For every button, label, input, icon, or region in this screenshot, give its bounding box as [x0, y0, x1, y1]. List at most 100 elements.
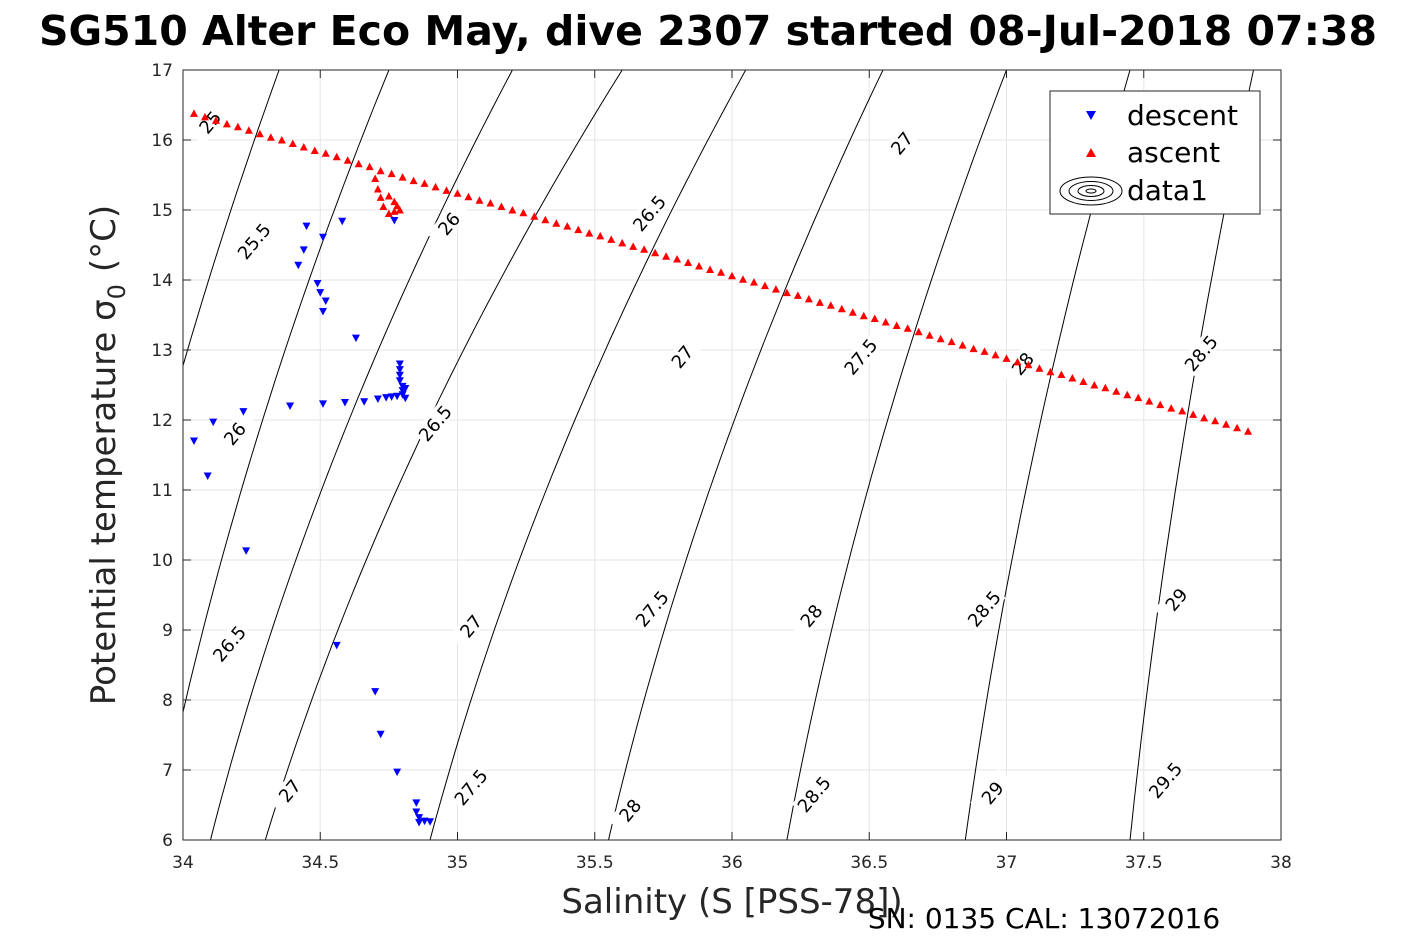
legend-descent-label: descent	[1127, 99, 1238, 132]
ascent-point	[343, 156, 352, 164]
contour-label-bg	[879, 119, 924, 167]
ascent-point	[870, 314, 879, 322]
ascent-point	[1057, 370, 1066, 378]
x-tick-label: 36	[721, 853, 743, 873]
descent-point	[395, 377, 404, 385]
ascent-point	[662, 252, 671, 260]
x-axis-ticks: 34 34.5 35 35.5 36 36.5 37 37.5 38	[172, 70, 1292, 873]
ascent-point	[321, 149, 330, 157]
ascent-point	[475, 196, 484, 204]
ascent-point	[859, 311, 868, 320]
contour-label-bg	[426, 200, 471, 247]
x-tick-label: 38	[1270, 853, 1292, 873]
y-tick-label: 9	[162, 621, 173, 641]
ascent-point	[1002, 354, 1011, 362]
contour-label-bg	[660, 333, 704, 380]
ascent-point	[1178, 406, 1187, 415]
descent-point	[340, 399, 349, 407]
ascent-point	[1068, 374, 1077, 382]
descent-point	[393, 392, 402, 401]
descent-point	[360, 398, 369, 406]
descent-point	[318, 233, 327, 242]
ascent-point	[980, 347, 989, 355]
descent-point	[203, 472, 212, 480]
ascent-point	[541, 215, 550, 224]
descent-point	[395, 366, 404, 374]
ascent-point	[1211, 416, 1220, 425]
ascent-point	[892, 321, 901, 329]
contour-label-bg	[187, 98, 232, 146]
ascent-point	[585, 229, 594, 237]
contour-label-bg	[207, 620, 251, 667]
ascent-point	[332, 152, 341, 161]
ascent-point	[354, 159, 363, 168]
ascent-point	[1112, 387, 1121, 395]
ascent-point	[717, 268, 726, 276]
contour-label-bg	[212, 410, 257, 457]
descent-point	[318, 308, 327, 316]
x-tick-label: 37	[996, 853, 1018, 873]
contour-label-bg	[629, 585, 674, 632]
ascent-point	[266, 133, 275, 141]
contour-line-27	[264, 70, 623, 840]
y-tick-label: 8	[162, 691, 173, 711]
ascent-point	[782, 288, 791, 297]
legend-contour-label: data1	[1127, 174, 1208, 207]
ascent-point	[310, 146, 319, 154]
ascent-point	[1189, 410, 1198, 418]
descent-point	[412, 808, 421, 816]
contour-label-bg	[627, 189, 671, 237]
ascent-point	[1101, 383, 1110, 392]
y-tick-label: 13	[151, 341, 173, 361]
descent-point	[401, 385, 410, 393]
ascent-point	[1156, 400, 1165, 409]
contour-label-bg	[970, 769, 1014, 816]
ascent-point	[596, 231, 605, 240]
ascent-point	[958, 341, 967, 349]
ascent-point	[793, 291, 802, 299]
ascent-point	[453, 189, 462, 197]
contour-line-26.5	[210, 70, 513, 840]
ascent-point	[1123, 390, 1132, 399]
ascent-point	[189, 109, 198, 117]
ascent-point	[629, 242, 638, 250]
ascent-point	[519, 208, 528, 217]
ascent-point	[1233, 423, 1242, 432]
contour-line-28	[608, 70, 884, 840]
descent-point	[316, 289, 325, 297]
ascent-point	[420, 179, 429, 187]
contour-label-bg	[267, 767, 312, 814]
contour-label-bg	[1143, 756, 1187, 804]
legend-box	[1049, 90, 1261, 215]
ascent-point	[530, 212, 539, 220]
ascent-point	[409, 176, 418, 185]
ascent-point	[244, 126, 253, 134]
y-axis-label-main: Potential temperature σ	[84, 299, 124, 705]
contour-label-bg	[961, 585, 1006, 632]
ascent-point	[431, 182, 440, 191]
descent-point	[415, 814, 424, 822]
descent-point	[371, 688, 380, 696]
ascent-point	[1024, 360, 1033, 369]
ascent-point	[255, 129, 264, 138]
ascent-point	[277, 136, 286, 144]
ascent-point	[371, 174, 380, 182]
ascent-point	[1013, 357, 1022, 366]
ascent-point	[574, 225, 583, 234]
ascent-point	[815, 298, 824, 306]
ascent-point	[1244, 427, 1253, 435]
y-tick-label: 11	[151, 481, 173, 501]
descent-point	[373, 395, 382, 403]
y-tick-label: 7	[162, 761, 173, 781]
descent-point	[209, 418, 218, 427]
ascent-point	[486, 199, 495, 207]
ascent-point	[826, 301, 835, 309]
ascent-point	[1090, 381, 1099, 389]
x-tick-label: 34.5	[301, 853, 339, 873]
ascent-point	[706, 265, 715, 273]
x-tick-label: 36.5	[850, 853, 888, 873]
ascent-point	[508, 206, 517, 214]
y-tick-label: 16	[151, 131, 173, 151]
ascent-point	[903, 324, 912, 332]
ascent-point	[200, 112, 209, 121]
